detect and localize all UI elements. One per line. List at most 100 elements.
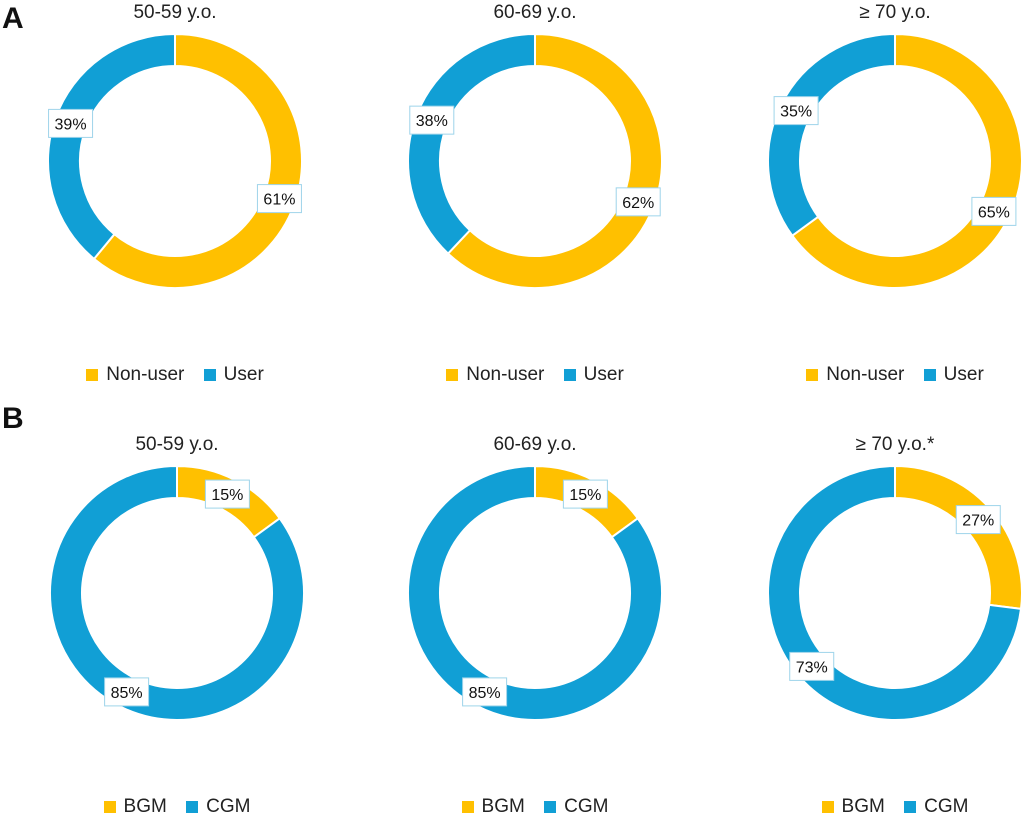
donut-chart-a-50-59: 50-59 y.o. 61% 39% Non-user User bbox=[15, 0, 335, 400]
legend-label: BGM bbox=[481, 796, 525, 817]
data-label-box bbox=[562, 479, 608, 509]
donut-slice-bgm bbox=[894, 467, 1023, 611]
chart-title: 50-59 y.o. bbox=[133, 2, 217, 23]
donut-slice-user bbox=[47, 35, 176, 261]
data-label: 27% bbox=[955, 505, 1001, 535]
legend-swatch bbox=[544, 801, 557, 813]
legend-label: User bbox=[583, 364, 624, 385]
donut-svg: 65% 35% bbox=[767, 35, 1023, 289]
legend-swatch bbox=[103, 801, 116, 813]
legend: BGM CGM bbox=[375, 796, 695, 819]
data-label-text: 35% bbox=[780, 104, 812, 121]
legend-swatch bbox=[904, 801, 917, 813]
data-label-box bbox=[204, 479, 250, 509]
data-label: 61% bbox=[256, 184, 302, 214]
legend-label: CGM bbox=[564, 796, 609, 817]
legend-swatch bbox=[203, 369, 216, 381]
data-label-box bbox=[104, 677, 150, 707]
chart-title: ≥ 70 y.o. bbox=[859, 2, 931, 23]
data-label-box bbox=[256, 184, 302, 214]
donut-slice-non-user bbox=[790, 35, 1023, 289]
donut-slice-cgm bbox=[49, 467, 305, 721]
legend-swatch bbox=[923, 369, 936, 381]
data-label-box bbox=[462, 677, 508, 707]
data-label: 15% bbox=[204, 479, 250, 509]
data-label-text: 65% bbox=[978, 204, 1010, 221]
legend-swatch bbox=[806, 369, 819, 381]
data-label-text: 73% bbox=[796, 659, 828, 676]
donut-chart-b-50-59: 50-59 y.o. 15% 85% BGM CGM bbox=[17, 432, 337, 832]
data-label-box bbox=[971, 196, 1017, 226]
data-label-box bbox=[955, 505, 1001, 535]
legend-swatch bbox=[446, 369, 459, 381]
legend-label: User bbox=[943, 364, 984, 385]
donut-chart-b-70-plus: ≥ 70 y.o.* 27% 73% BGM CGM bbox=[735, 432, 1024, 832]
legend-label: CGM bbox=[924, 796, 969, 817]
donut-svg: 62% 38% bbox=[407, 35, 663, 289]
legend-item: BGM bbox=[103, 796, 167, 818]
panel-letter-a: A bbox=[2, 2, 24, 35]
chart-title: 60-69 y.o. bbox=[493, 434, 577, 455]
legend-swatch bbox=[186, 801, 199, 813]
data-label-box bbox=[789, 651, 835, 681]
chart-title: ≥ 70 y.o.* bbox=[855, 434, 935, 455]
legend-item: User bbox=[923, 364, 984, 386]
donut-svg: 15% 85% bbox=[49, 467, 305, 721]
data-label-text: 85% bbox=[469, 685, 501, 702]
legend: Non-user User bbox=[735, 364, 1024, 387]
data-label: 73% bbox=[789, 651, 835, 681]
data-label: 65% bbox=[971, 196, 1017, 226]
donut-chart-a-60-69: 60-69 y.o. 62% 38% Non-user User bbox=[375, 0, 695, 400]
data-label: 35% bbox=[773, 96, 819, 126]
donut-slice-cgm bbox=[767, 467, 1023, 721]
legend-label: Non-user bbox=[466, 364, 545, 385]
data-label: 85% bbox=[104, 677, 150, 707]
legend-label: BGM bbox=[841, 796, 885, 817]
legend: BGM CGM bbox=[735, 796, 1024, 819]
legend: Non-user User bbox=[15, 364, 335, 387]
data-label-box bbox=[48, 108, 94, 138]
data-label-box bbox=[615, 187, 661, 217]
legend-item: BGM bbox=[821, 796, 885, 818]
legend-label: BGM bbox=[123, 796, 167, 817]
legend-item: CGM bbox=[904, 796, 968, 818]
data-label-box bbox=[773, 96, 819, 126]
donut-chart-b-60-69: 60-69 y.o. 15% 85% BGM CGM bbox=[375, 432, 695, 832]
legend-item: BGM bbox=[461, 796, 525, 818]
donut-slice-non-user bbox=[92, 35, 303, 289]
data-label-text: 62% bbox=[622, 195, 654, 212]
legend-label: Non-user bbox=[106, 364, 185, 385]
legend: Non-user User bbox=[375, 364, 695, 387]
legend-label: Non-user bbox=[826, 364, 905, 385]
panel-letter-b: B bbox=[2, 402, 24, 435]
legend-swatch bbox=[821, 801, 834, 813]
legend-item: User bbox=[563, 364, 624, 386]
chart-title: 50-59 y.o. bbox=[135, 434, 219, 455]
donut-svg: 27% 73% bbox=[767, 467, 1023, 721]
data-label-text: 85% bbox=[111, 685, 143, 702]
data-label-text: 15% bbox=[569, 487, 601, 504]
donut-chart-a-70-plus: ≥ 70 y.o. 65% 35% Non-user User bbox=[735, 0, 1024, 400]
data-label: 39% bbox=[48, 108, 94, 138]
data-label-text: 38% bbox=[416, 113, 448, 130]
legend-item: Non-user bbox=[806, 364, 904, 386]
donut-slice-cgm bbox=[407, 467, 663, 721]
data-label: 85% bbox=[462, 677, 508, 707]
chart-title: 60-69 y.o. bbox=[493, 2, 577, 23]
legend-item: CGM bbox=[544, 796, 608, 818]
donut-slice-non-user bbox=[446, 35, 663, 289]
legend-item: User bbox=[203, 364, 264, 386]
data-label-box bbox=[409, 105, 455, 135]
data-label-text: 61% bbox=[263, 192, 295, 209]
data-label: 38% bbox=[409, 105, 455, 135]
legend-item: Non-user bbox=[446, 364, 544, 386]
data-label-text: 39% bbox=[55, 116, 87, 133]
donut-slice-user bbox=[407, 35, 536, 255]
data-label: 62% bbox=[615, 187, 661, 217]
donut-svg: 61% 39% bbox=[47, 35, 303, 289]
data-label-text: 15% bbox=[211, 487, 243, 504]
legend-swatch bbox=[563, 369, 576, 381]
donut-svg: 15% 85% bbox=[407, 467, 663, 721]
data-label-text: 27% bbox=[962, 513, 994, 530]
legend-label: User bbox=[223, 364, 264, 385]
